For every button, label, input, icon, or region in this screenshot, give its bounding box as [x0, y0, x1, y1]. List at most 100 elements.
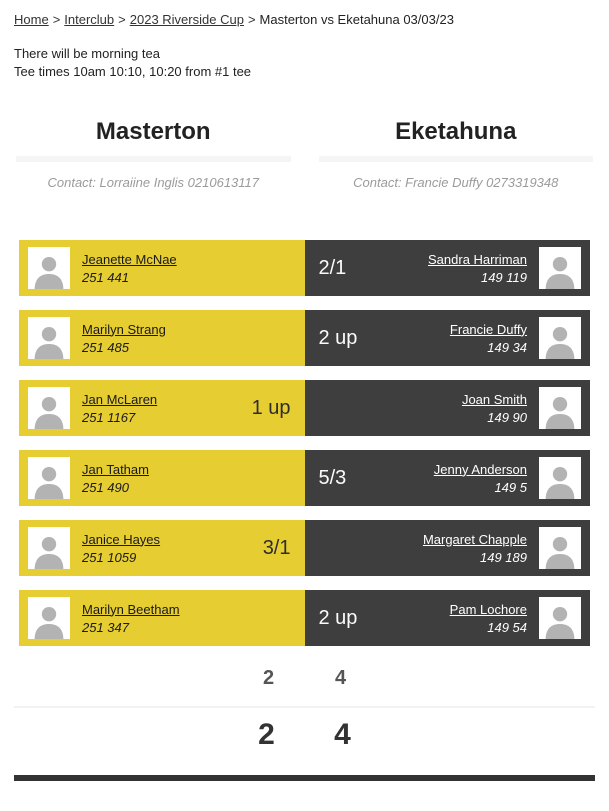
away-score: 2 up: [318, 607, 358, 629]
away-player-link[interactable]: Sandra Harriman: [428, 251, 527, 267]
home-score: 3/1: [262, 537, 291, 559]
home-player-avatar: [28, 247, 70, 289]
away-player-link[interactable]: Francie Duffy: [449, 321, 527, 337]
home-player-info: Jeanette McNae 251 441: [82, 252, 177, 285]
home-player-number: 251 1167: [82, 409, 136, 425]
away-player-number: 149 34: [487, 339, 527, 355]
person-icon: [34, 536, 64, 569]
match-row: Jan Tatham 251 490 5/3 Jenny Anderson 14…: [19, 450, 590, 506]
home-player-avatar: [28, 597, 70, 639]
home-player-link[interactable]: Jan McLaren: [82, 391, 158, 407]
event-notes: There will be morning tea Tee times 10am…: [14, 45, 595, 81]
away-player-info: Pam Lochore 149 54: [450, 602, 527, 635]
note-morning-tea: There will be morning tea: [14, 46, 160, 61]
person-icon: [545, 396, 575, 429]
away-player-link[interactable]: Margaret Chapple: [422, 531, 527, 547]
match-away-half: 5/3 Jenny Anderson 149 5: [304, 450, 590, 506]
home-team-header: Masterton Contact: Lorraiine Inglis 0210…: [16, 118, 291, 190]
home-player-info: Marilyn Strang 251 485: [82, 322, 166, 355]
away-player-info: Jenny Anderson 149 5: [434, 462, 527, 495]
match-away-half: Margaret Chapple 149 189: [304, 520, 590, 576]
match-row: Janice Hayes 251 1059 3/1 Margaret Chapp…: [19, 520, 590, 576]
match-row: Jan McLaren 251 1167 1 up Joan Smith 149…: [19, 380, 590, 436]
match-row: Marilyn Beetham 251 347 2 up Pam Lochore…: [19, 590, 590, 646]
breadcrumb-separator: >: [247, 12, 256, 27]
away-player-info: Francie Duffy 149 34: [450, 322, 527, 355]
home-player-info: Jan McLaren 251 1167: [82, 392, 157, 425]
person-icon: [545, 606, 575, 639]
person-icon: [545, 536, 575, 569]
away-player-info: Sandra Harriman 149 119: [428, 252, 527, 285]
match-row: Jeanette McNae 251 441 2/1 Sandra Harrim…: [19, 240, 590, 296]
home-player-link[interactable]: Janice Hayes: [82, 531, 161, 547]
person-icon: [34, 326, 64, 359]
person-icon: [34, 466, 64, 499]
match-row: Marilyn Strang 251 485 2 up Francie Duff…: [19, 310, 590, 366]
away-team-name: Eketahuna: [395, 118, 517, 145]
away-player-info: Margaret Chapple 149 189: [423, 532, 527, 565]
person-icon: [545, 256, 575, 289]
breadcrumb-current: Masterton vs Eketahuna 03/03/23: [259, 12, 454, 27]
home-points: 2: [262, 667, 275, 689]
match-home-half: Marilyn Beetham 251 347: [19, 590, 305, 646]
match-away-half: 2/1 Sandra Harriman 149 119: [304, 240, 590, 296]
home-player-link[interactable]: Jeanette McNae: [82, 251, 177, 267]
home-player-avatar: [28, 387, 70, 429]
note-tee-times: Tee times 10am 10:10, 10:20 from #1 tee: [14, 64, 252, 79]
home-player-link[interactable]: Marilyn Strang: [82, 321, 166, 337]
home-player-avatar: [28, 457, 70, 499]
away-score: 2/1: [318, 257, 347, 279]
away-player-link[interactable]: Jenny Anderson: [433, 461, 527, 477]
away-player-avatar: [539, 527, 581, 569]
breadcrumb-separator: >: [52, 12, 61, 27]
match-home-half: Jan Tatham 251 490: [19, 450, 305, 506]
home-player-number: 251 1059: [82, 549, 137, 565]
match-home-half: Jeanette McNae 251 441: [19, 240, 305, 296]
away-player-link[interactable]: Joan Smith: [461, 391, 527, 407]
person-icon: [34, 396, 64, 429]
away-player-info: Joan Smith 149 90: [462, 392, 527, 425]
away-player-avatar: [539, 387, 581, 429]
match-away-half: Joan Smith 149 90: [304, 380, 590, 436]
match-away-half: 2 up Pam Lochore 149 54: [304, 590, 590, 646]
match-away-half: 2 up Francie Duffy 149 34: [304, 310, 590, 366]
home-player-info: Jan Tatham 251 490: [82, 462, 149, 495]
person-icon: [34, 606, 64, 639]
match-list: Jeanette McNae 251 441 2/1 Sandra Harrim…: [14, 240, 595, 646]
home-player-link[interactable]: Jan Tatham: [82, 461, 149, 477]
home-player-number: 251 485: [82, 339, 129, 355]
team-headers: Masterton Contact: Lorraiine Inglis 0210…: [14, 118, 595, 190]
away-team-underline: [318, 156, 593, 162]
breadcrumb-link-riverside-cup[interactable]: 2023 Riverside Cup: [129, 12, 244, 27]
away-player-avatar: [539, 317, 581, 359]
away-player-number: 149 119: [480, 269, 527, 285]
away-player-number: 149 90: [487, 409, 527, 425]
home-player-link[interactable]: Marilyn Beetham: [82, 601, 180, 617]
home-team-contact: Contact: Lorraiine Inglis 0210613117: [47, 175, 260, 190]
away-score: 2 up: [318, 327, 358, 349]
breadcrumb-link-interclub[interactable]: Interclub: [64, 12, 115, 27]
final-totals-row: 2 4: [14, 718, 595, 752]
home-player-number: 251 347: [82, 619, 129, 635]
away-player-link[interactable]: Pam Lochore: [449, 601, 527, 617]
home-score: 1 up: [251, 397, 291, 419]
home-player-number: 251 441: [82, 269, 129, 285]
home-team-name: Masterton: [95, 118, 211, 145]
match-home-half: Marilyn Strang 251 485: [19, 310, 305, 366]
person-icon: [34, 256, 64, 289]
home-total: 2: [258, 718, 275, 751]
breadcrumb-link-home[interactable]: Home: [14, 12, 49, 27]
home-player-avatar: [28, 527, 70, 569]
away-team-contact: Contact: Francie Duffy 0273319348: [353, 175, 559, 190]
bottom-rule: [14, 775, 595, 781]
away-total: 4: [334, 718, 351, 751]
person-icon: [545, 326, 575, 359]
match-home-half: Jan McLaren 251 1167 1 up: [19, 380, 305, 436]
away-score: 5/3: [318, 467, 347, 489]
away-team-header: Eketahuna Contact: Francie Duffy 0273319…: [318, 118, 593, 190]
home-player-avatar: [28, 317, 70, 359]
away-player-number: 149 5: [494, 479, 527, 495]
away-player-number: 149 54: [487, 619, 527, 635]
person-icon: [545, 466, 575, 499]
